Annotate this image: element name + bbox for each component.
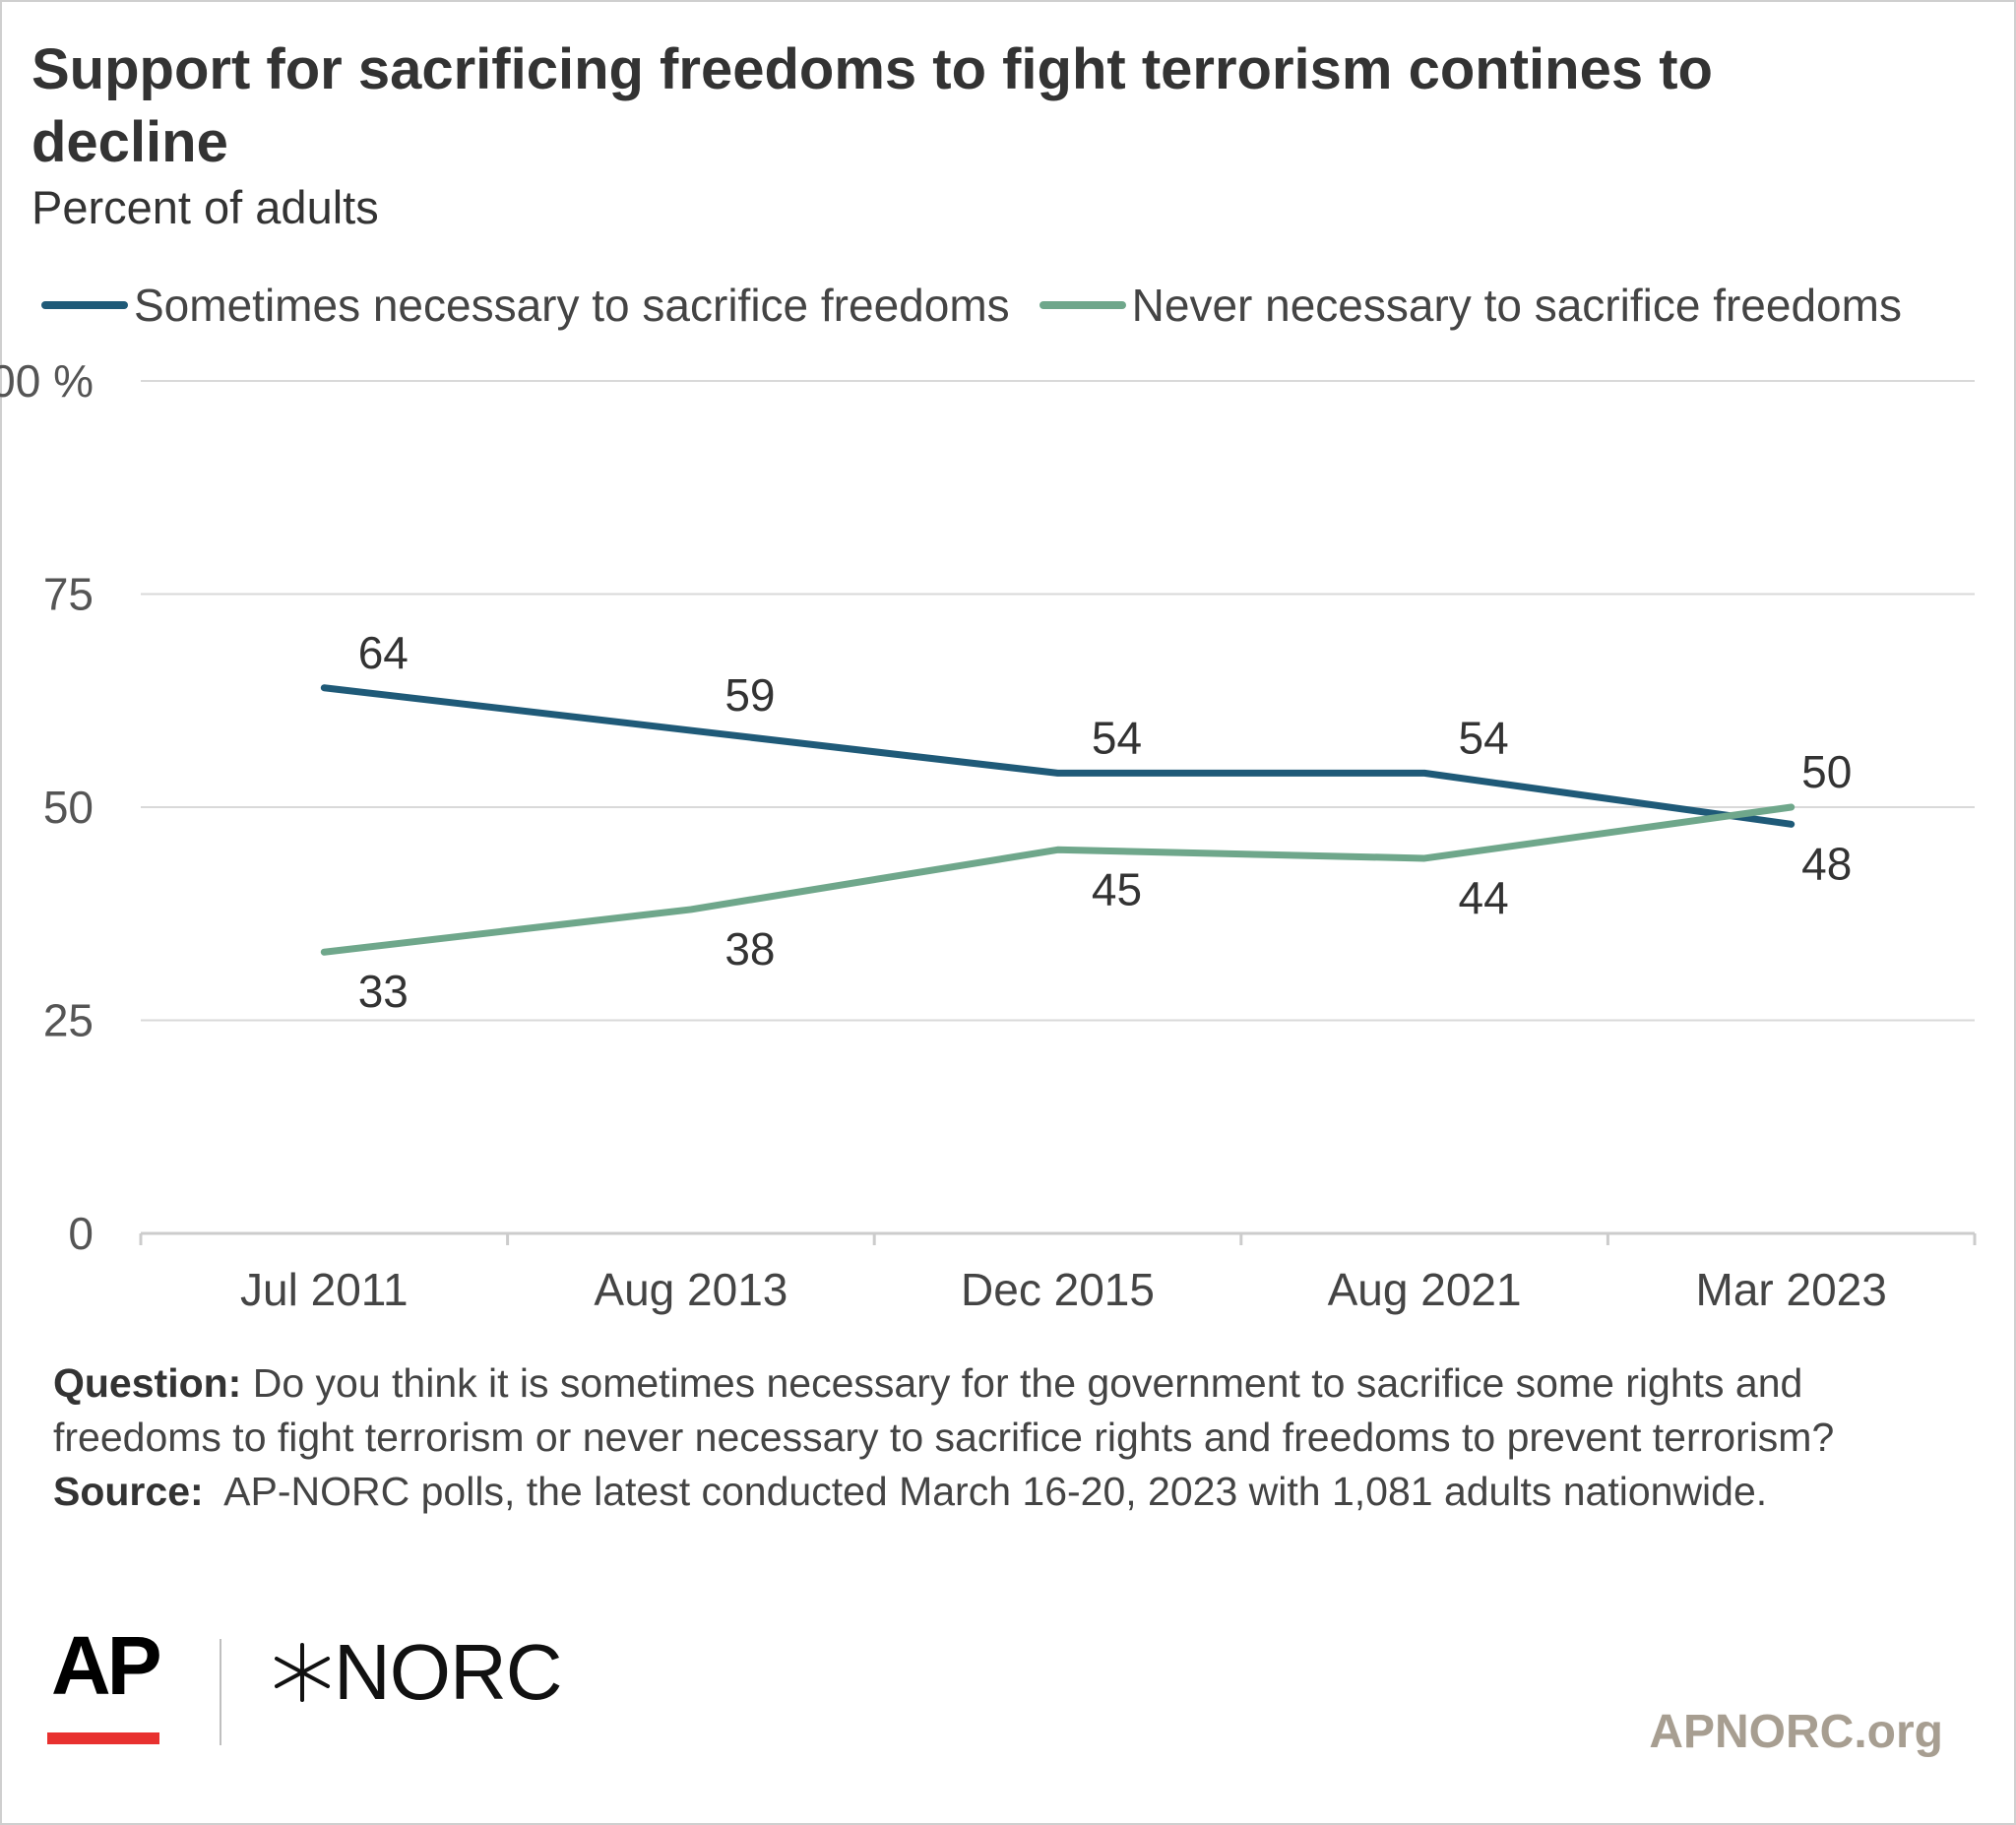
norc-logo-text: NORC: [334, 1628, 563, 1716]
y-tick-label: 100 %: [0, 355, 94, 407]
legend: Sometimes necessary to sacrifice freedom…: [41, 276, 1931, 335]
source-label: Source:: [53, 1469, 204, 1514]
data-label-never: 50: [1801, 746, 1852, 797]
chart-notes: Question: Do you think it is sometimes n…: [53, 1356, 1963, 1519]
star-burst-icon: [275, 1643, 330, 1702]
data-label-sometimes: 54: [1092, 712, 1142, 763]
site-link[interactable]: APNORC.org: [1649, 1706, 1943, 1758]
legend-item-sometimes: Sometimes necessary to sacrifice freedom…: [41, 279, 1010, 332]
logo-divider: [220, 1639, 221, 1745]
y-tick-label: 50: [43, 782, 94, 833]
source-note: Source: AP-NORC polls, the latest conduc…: [53, 1465, 1963, 1519]
line-chart: 0 25 50 75 100 % Jul 2011 Aug 2013 Dec 2015 Aug …: [0, 355, 1977, 1315]
legend-swatch-never: [1039, 301, 1126, 309]
source-text: AP-NORC polls, the latest conducted Marc…: [203, 1469, 1768, 1514]
series-line-sometimes: [320, 684, 1796, 828]
x-tick-label: Jul 2011: [240, 1264, 409, 1315]
x-tick-label: Aug 2013: [594, 1264, 788, 1315]
data-label-sometimes: 54: [1459, 712, 1509, 763]
y-tick-label: 75: [43, 569, 94, 620]
y-tick-label: 25: [43, 995, 94, 1046]
data-label-never: 45: [1092, 863, 1142, 914]
x-tick-label: Dec 2015: [961, 1264, 1155, 1315]
data-label-never: 33: [358, 966, 409, 1017]
data-label-never: 44: [1459, 872, 1509, 923]
x-tick-label: Mar 2023: [1696, 1264, 1887, 1315]
data-label-sometimes: 64: [358, 627, 409, 678]
legend-swatch-sometimes: [41, 301, 128, 309]
data-label-never: 38: [724, 923, 775, 975]
y-tick-label: 0: [68, 1208, 94, 1259]
question-text: Do you think it is sometimes necessary f…: [53, 1360, 1835, 1460]
legend-item-never: Never necessary to sacrifice freedoms: [1039, 279, 1902, 332]
chart-subtitle: Percent of adults: [32, 181, 379, 233]
data-label-sometimes: 59: [724, 669, 775, 721]
data-label-sometimes: 48: [1801, 838, 1852, 889]
chart-title: Support for sacrificing freedoms to figh…: [32, 37, 1713, 174]
legend-label-sometimes: Sometimes necessary to sacrifice freedom…: [134, 280, 1010, 331]
norc-logo: NORC: [271, 1628, 563, 1716]
question-note: Question: Do you think it is sometimes n…: [53, 1356, 1963, 1465]
x-tick-label: Aug 2021: [1328, 1264, 1522, 1315]
ap-logo: AP: [51, 1619, 162, 1712]
ap-logo-underline: [47, 1732, 159, 1744]
question-label: Question:: [53, 1360, 242, 1406]
legend-label-never: Never necessary to sacrifice freedoms: [1131, 280, 1902, 331]
series-line-never: [320, 803, 1796, 956]
